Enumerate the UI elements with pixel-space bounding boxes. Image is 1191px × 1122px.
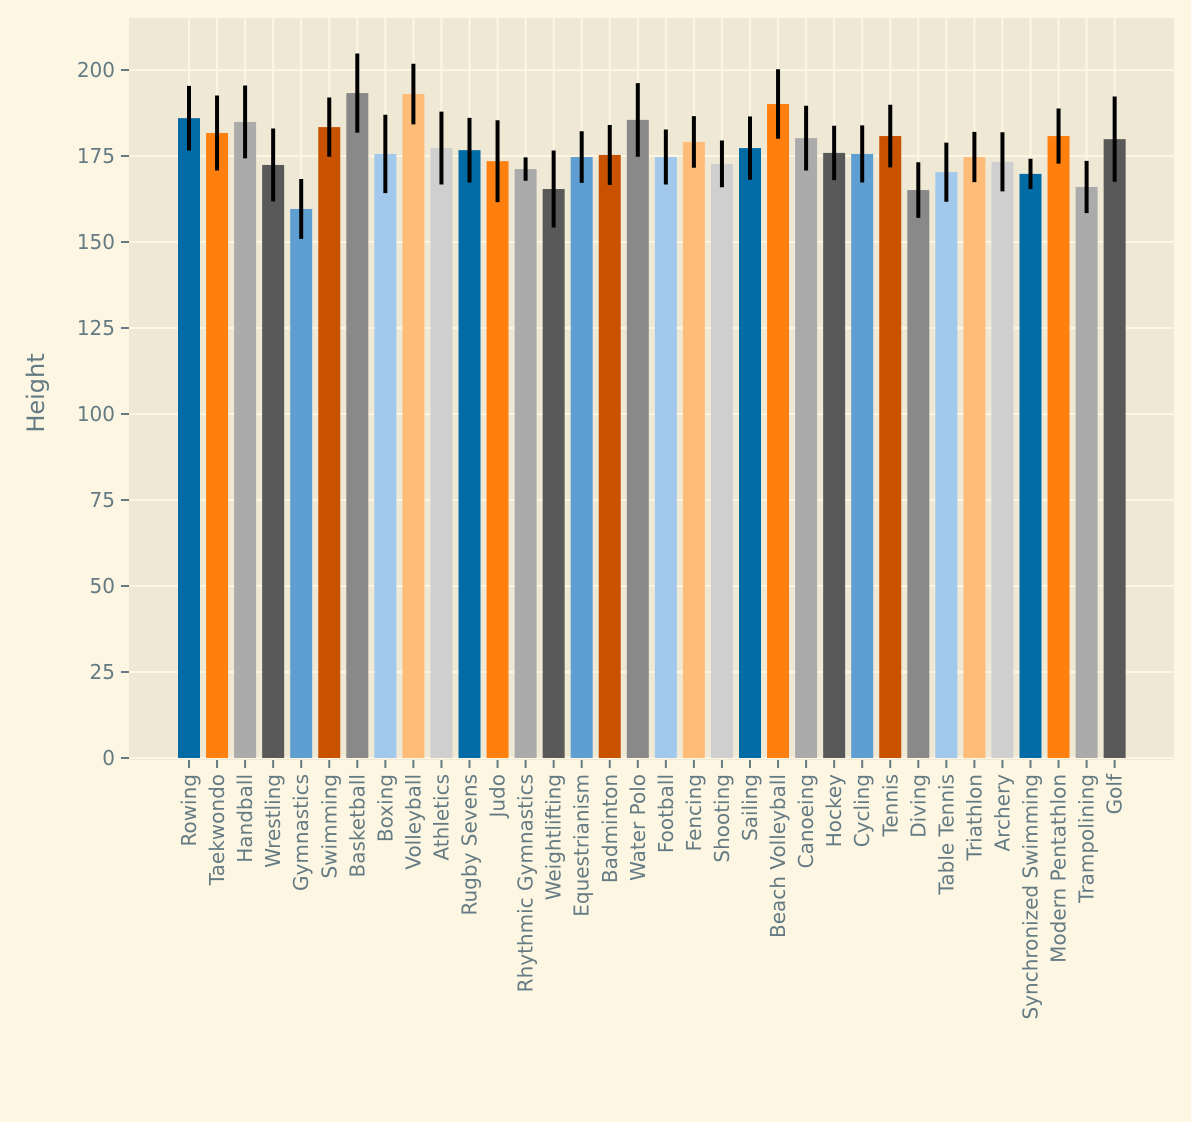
bar	[1075, 186, 1098, 758]
bar	[570, 157, 593, 759]
x-tick-label: Synchronized Swimming	[1019, 774, 1043, 1020]
y-axis-label: Height	[22, 353, 50, 432]
x-tick-label: Boxing	[373, 774, 397, 842]
bar	[626, 119, 649, 758]
y-tick-label: 75	[90, 488, 115, 512]
x-tick-label: Water Polo	[626, 774, 650, 881]
x-tick-label: Wrestling	[261, 774, 285, 868]
y-tick-label: 175	[77, 144, 115, 168]
bar	[430, 148, 453, 758]
y-tick-label: 125	[77, 316, 115, 340]
x-tick-label: Swimming	[317, 774, 341, 879]
bars	[178, 93, 1126, 759]
bar	[374, 153, 397, 758]
bar	[767, 104, 790, 758]
x-tick-label: Cycling	[850, 774, 874, 847]
x-tick-label: Rhythmic Gymnastics	[514, 774, 538, 992]
x-tick-label: Gymnastics	[289, 774, 313, 891]
bar	[739, 148, 761, 758]
y-tick-label: 50	[90, 574, 115, 598]
y-tick-label: 100	[77, 402, 115, 426]
x-tick-label: Sailing	[738, 774, 762, 841]
x-axis: Rowing Taekwondo Handball Wrestling Gymnasti…	[177, 760, 1127, 1020]
bar	[598, 154, 621, 758]
bar	[262, 164, 285, 759]
bar	[486, 161, 509, 758]
y-tick-label: 25	[90, 660, 115, 684]
x-tick-label: Rugby Sevens	[458, 774, 482, 916]
bar	[542, 189, 565, 759]
x-tick-label: Diving	[906, 774, 930, 838]
x-tick-label: Fencing	[682, 774, 706, 851]
x-tick-label: Beach Volleyball	[766, 774, 790, 938]
x-tick-label: Rowing	[177, 774, 201, 847]
x-tick-label: Golf	[1103, 773, 1127, 814]
bar	[290, 208, 313, 758]
plot-area	[129, 18, 1174, 760]
bar	[1019, 173, 1042, 758]
bar	[991, 161, 1014, 758]
x-tick-label: Trampolining	[1075, 774, 1099, 904]
x-tick-label: Modern Pentathlon	[1047, 774, 1071, 963]
bar	[458, 150, 481, 759]
x-tick-label: Football	[654, 774, 678, 853]
x-tick-label: Hockey	[822, 774, 846, 847]
y-tick-label: 0	[102, 746, 115, 770]
bar	[178, 118, 200, 758]
x-tick-label: Triathlon	[962, 774, 986, 861]
bar	[935, 172, 958, 759]
bar	[402, 94, 425, 758]
bar	[206, 132, 229, 758]
bar	[963, 157, 986, 759]
x-tick-label: Handball	[233, 774, 257, 863]
bar	[907, 190, 930, 758]
x-tick-label: Athletics	[429, 774, 453, 861]
bar	[823, 152, 846, 759]
bar	[710, 163, 733, 759]
x-tick-label: Shooting	[710, 774, 734, 863]
x-tick-label: Equestrianism	[570, 774, 594, 917]
bar	[795, 138, 818, 758]
y-axis: 0 25 50 75 100 125 150 175 200	[77, 58, 129, 770]
bar	[318, 127, 341, 758]
x-tick-label: Archery	[990, 774, 1014, 852]
error-bars	[187, 53, 1117, 239]
bar	[851, 153, 874, 758]
x-tick-label: Weightlifting	[542, 774, 566, 900]
x-tick-label: Volleyball	[401, 774, 425, 870]
bar	[682, 141, 705, 758]
x-tick-label: Canoeing	[794, 774, 818, 868]
x-tick-label: Taekwondo	[205, 774, 229, 886]
x-tick-label: Tennis	[878, 774, 902, 837]
x-tick-label: Table Tennis	[934, 774, 958, 896]
x-tick-label: Judo	[486, 774, 510, 820]
x-tick-label: Badminton	[598, 774, 622, 883]
bar	[514, 169, 537, 758]
y-tick-label: 200	[77, 58, 115, 82]
bar	[879, 136, 902, 759]
y-tick-label: 150	[77, 230, 115, 254]
bar	[654, 157, 677, 759]
bar	[1047, 136, 1070, 759]
bar	[346, 93, 369, 759]
x-tick-label: Basketball	[345, 774, 369, 877]
bar	[1103, 139, 1126, 759]
bar	[234, 121, 257, 759]
